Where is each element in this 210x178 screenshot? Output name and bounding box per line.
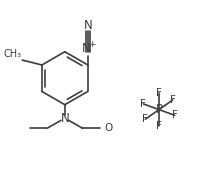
Text: F: F bbox=[140, 99, 146, 109]
Text: P: P bbox=[155, 103, 163, 116]
Text: F: F bbox=[142, 114, 148, 124]
Text: N: N bbox=[60, 112, 69, 125]
Text: O: O bbox=[104, 123, 112, 133]
Text: F: F bbox=[156, 121, 162, 131]
Text: F: F bbox=[170, 95, 176, 105]
Text: +: + bbox=[88, 40, 96, 49]
Text: F: F bbox=[156, 88, 162, 98]
Text: F: F bbox=[172, 110, 178, 120]
Text: CH₃: CH₃ bbox=[3, 49, 21, 59]
Text: N: N bbox=[83, 19, 92, 32]
Text: N: N bbox=[81, 42, 90, 55]
